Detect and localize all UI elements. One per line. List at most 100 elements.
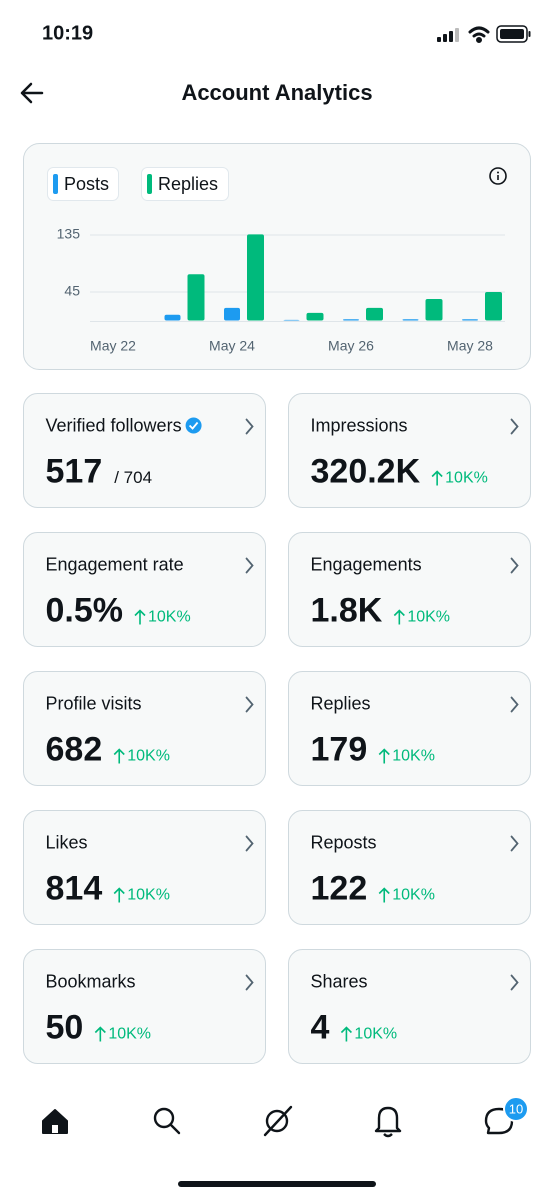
messages-badge: 10 [509,1101,523,1116]
battery-icon [496,25,531,43]
chevron [245,835,254,852]
stat-card[interactable]: Likes 814 10K% [23,810,266,925]
up-arrow [378,887,390,903]
card-value: 179 [311,730,368,768]
verified-check [188,421,199,430]
card-label: Shares [311,971,368,991]
status-time: 10:19 [42,22,93,44]
card-background [288,532,531,647]
x-tick-label: May 26 [328,338,374,354]
wifi-icon [468,26,490,43]
home-indicator [178,1181,376,1187]
legend-swatch [53,174,58,194]
card-value: 320.2K [311,452,421,490]
card-change: 10K% [148,609,191,626]
card-change: 10K% [127,748,170,765]
verified-badge [185,417,202,434]
x-tick-label: May 28 [447,338,493,354]
nav-grok[interactable] [263,1105,293,1137]
legend-label: Replies [158,174,218,194]
chevron [510,696,519,713]
bar [462,319,478,321]
card-change: 10K% [127,887,170,904]
chart: Posts Replies 45 135 May 22 May 24 May 26 May 2… [53,174,505,354]
back-button[interactable] [20,82,44,104]
stat-cards: Verified followers 517 / 704 Impressions 320… [23,393,531,1064]
up-arrow [134,609,146,625]
chevron [510,974,519,991]
chevron [510,418,519,435]
info-icon[interactable] [489,167,507,185]
card-value: 50 [46,1008,84,1046]
bar [425,298,443,321]
card-change: 10K% [445,470,488,487]
bar [164,314,181,321]
card-label: Bookmarks [46,971,136,991]
card-change: 10K% [392,887,435,904]
stat-card[interactable]: Verified followers 517 / 704 [23,393,266,508]
up-arrow [378,748,390,764]
stat-card[interactable]: Engagements 1.8K 10K% [288,532,531,647]
up-arrow [94,1026,106,1042]
card-change: 10K% [407,609,450,626]
card-value: 122 [311,869,368,907]
chevron [510,835,519,852]
card-background [288,671,531,786]
card-value: 1.8K [311,591,383,629]
stat-card[interactable]: Bookmarks 50 10K% [23,949,266,1064]
nav-messages[interactable] [484,1096,529,1135]
card-label: Impressions [311,415,408,435]
page-title: Account Analytics [181,80,372,105]
card-change: 10K% [354,1026,397,1043]
card-value: 4 [311,1008,330,1046]
stat-card[interactable]: Profile visits 682 10K% [23,671,266,786]
card-background [23,810,266,925]
bar [306,312,324,321]
card-label: Replies [311,693,371,713]
bar [402,319,419,321]
up-arrow [113,748,125,764]
card-background [23,393,266,508]
stat-card[interactable]: Impressions 320.2K 10K% [288,393,531,508]
card-change: 10K% [392,748,435,765]
bar [247,234,264,321]
stat-card[interactable]: Replies 179 10K% [288,671,531,786]
chevron [245,557,254,574]
nav-home[interactable] [42,1109,68,1134]
card-label: Verified followers [46,415,182,435]
chevron [245,696,254,713]
up-arrow [431,470,443,486]
stat-card[interactable]: Reposts 122 10K% [288,810,531,925]
bar [485,292,502,321]
card-value: 0.5% [46,591,124,629]
card-change: 10K% [108,1026,151,1043]
bar [343,319,359,321]
legend-chip[interactable] [47,167,119,201]
legend-swatch [147,174,152,194]
x-tick-label: May 24 [209,338,255,354]
nav-notifications[interactable] [374,1106,402,1138]
card-background [288,810,531,925]
nav-search[interactable] [153,1107,181,1135]
card-background [288,393,531,508]
legend-chip[interactable] [141,167,229,201]
signal-icon [437,28,459,42]
card-background [23,532,266,647]
stat-card[interactable]: Engagement rate 0.5% 10K% [23,532,266,647]
y-tick-label: 135 [57,226,81,242]
x-tick-label: May 22 [90,338,136,354]
card-value: 814 [46,869,103,907]
card-background [288,949,531,1064]
y-tick-label: 45 [64,283,80,299]
up-arrow [340,1026,352,1042]
stat-card[interactable]: Shares 4 10K% [288,949,531,1064]
card-label: Engagements [311,554,422,574]
card-background [23,671,266,786]
card-value: 682 [46,730,103,768]
legend-label: Posts [64,174,109,194]
card-label: Likes [46,832,88,852]
card-background [23,949,266,1064]
card-label: Engagement rate [46,554,184,574]
bar [366,307,383,321]
